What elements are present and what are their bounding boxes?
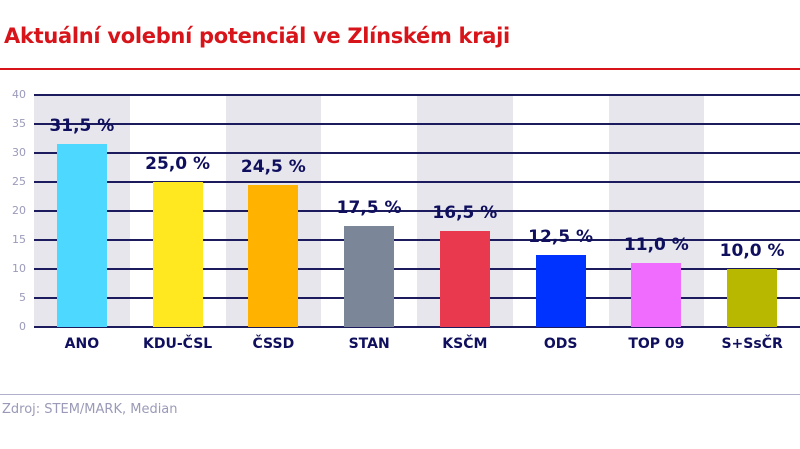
source-note: Zdroj: STEM/MARK, Median [2,402,178,417]
value-label: 31,5 % [49,116,115,137]
value-label: 24,5 % [240,156,306,177]
bar-kdu-čsl [152,182,203,327]
x-tick-label: KSČM [442,336,488,352]
gridline [34,297,800,299]
y-tick-label: 25 [12,175,26,188]
y-tick-label: 30 [12,146,26,159]
bar-stan [344,225,395,327]
value-label: 12,5 % [528,226,594,247]
gridline [34,94,800,96]
source-divider [0,394,800,395]
gridline [34,239,800,241]
x-tick-label: KDU-ČSL [143,336,213,352]
title-divider [0,68,800,70]
x-tick-label: ANO [64,336,100,352]
y-tick-label: 35 [12,117,26,130]
bar-top-09 [631,263,682,327]
y-tick-label: 0 [19,320,26,333]
gridline [34,268,800,270]
value-label: 17,5 % [336,197,402,218]
gridline [34,181,800,183]
plot-area [34,94,800,328]
x-tick-label: ODS [543,336,578,352]
value-label: 10,0 % [719,241,785,261]
y-tick-label: 20 [12,204,26,217]
bar-ods [535,254,586,327]
baseline [34,326,800,328]
y-tick-label: 10 [12,262,26,275]
value-label: 11,0 % [623,235,689,256]
y-tick-label: 15 [12,233,26,246]
x-tick-label: STAN [348,336,390,352]
gridline [34,123,800,125]
x-tick-label: TOP 09 [628,336,685,352]
bar-s-ssčr [727,269,778,327]
value-label: 25,0 % [145,154,211,174]
y-tick-label: 40 [12,88,26,101]
chart-title: Aktuální volební potenciál ve Zlínském k… [4,24,510,48]
x-tick-label: ČSSD [252,336,295,352]
value-label: 16,5 % [432,203,498,224]
x-tick-label: S+SsČR [721,336,783,352]
bar-čssd [248,184,299,327]
bar-ksčm [439,231,490,327]
gridline [34,210,800,212]
bar-ano [56,144,107,327]
gridline [34,152,800,154]
y-tick-label: 5 [19,291,26,304]
